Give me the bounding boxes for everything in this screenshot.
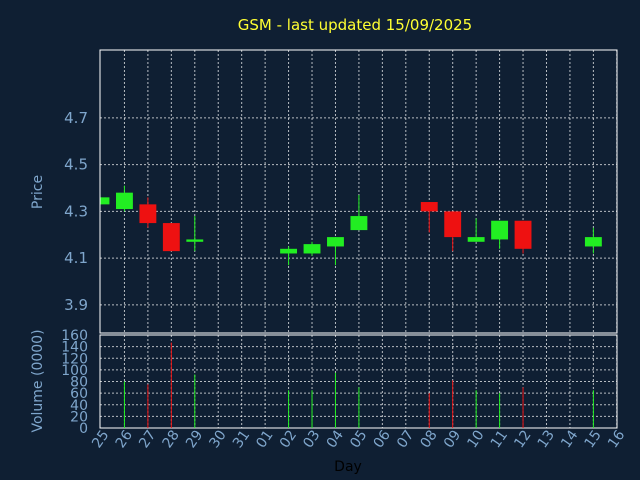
x-tick-label: 15 xyxy=(582,427,605,451)
volume-tick-label: 40 xyxy=(70,398,88,414)
x-tick-label: 28 xyxy=(160,427,183,451)
x-tick-label: 31 xyxy=(230,427,253,451)
x-tick-label: 07 xyxy=(394,427,417,451)
volume-tick-label: 20 xyxy=(70,409,88,425)
candle-body xyxy=(186,239,204,242)
volume-tick-label: 140 xyxy=(61,340,88,356)
x-tick-label: 14 xyxy=(558,427,581,451)
candle-body xyxy=(584,237,602,247)
x-tick-labels: 25 26 27 28 29 30 31 01 02 03 04 05 06 07 08 09 10 11 12 13… xyxy=(89,427,628,451)
price-tick-label: 4.7 xyxy=(64,109,88,127)
volume-tick-label: 60 xyxy=(70,386,88,402)
price-tick-label: 4.3 xyxy=(64,202,88,220)
candle-body xyxy=(139,204,157,224)
x-tick-label: 03 xyxy=(300,427,323,451)
x-tick-label: 05 xyxy=(347,427,370,451)
volume-tick-label: 120 xyxy=(61,351,88,367)
candle-body xyxy=(280,248,298,254)
x-tick-label: 13 xyxy=(535,427,558,451)
candle-body xyxy=(514,220,532,249)
x-tick-label: 02 xyxy=(277,427,300,451)
x-tick-label: 06 xyxy=(371,427,394,451)
volume-tick-label: 160 xyxy=(61,328,88,344)
x-tick-label: 08 xyxy=(417,427,440,451)
candle-body xyxy=(116,192,133,210)
candle-body xyxy=(327,237,344,247)
x-tick-label: 12 xyxy=(511,427,534,451)
x-tick-label: 16 xyxy=(605,427,628,451)
candle-body xyxy=(491,220,509,240)
price-panel: 3.9 4.1 4.3 4.5 4.7 xyxy=(64,49,618,334)
price-axis-label: Price xyxy=(30,175,46,209)
x-axis-label: Day xyxy=(334,459,362,475)
x-tick-label: 25 xyxy=(89,427,112,451)
volume-tick-label: 80 xyxy=(70,375,88,391)
price-tick-label: 4.5 xyxy=(64,156,88,174)
x-tick-label: 29 xyxy=(183,427,206,451)
price-tick-label: 4.1 xyxy=(64,249,88,267)
price-tick-label: 3.9 xyxy=(64,296,88,314)
candle-body xyxy=(303,244,321,254)
candle-body xyxy=(350,216,368,231)
candle-body xyxy=(101,197,110,205)
candle-body xyxy=(162,223,180,252)
volume-tick-label: 100 xyxy=(61,363,88,379)
x-tick-label: 26 xyxy=(113,427,136,451)
x-tick-label: 09 xyxy=(441,427,464,451)
x-tick-label: 01 xyxy=(253,427,276,451)
candle-body xyxy=(467,237,485,242)
x-tick-label: 11 xyxy=(488,427,511,451)
x-tick-label: 10 xyxy=(464,427,487,451)
candle-body xyxy=(420,202,438,212)
candle-body xyxy=(444,211,462,238)
x-tick-label: 27 xyxy=(136,427,159,451)
volume-axis-label: Volume (0000) xyxy=(30,329,46,432)
x-tick-label: 30 xyxy=(206,427,229,451)
x-tick-label: 04 xyxy=(324,427,347,451)
chart-title: GSM - last updated 15/09/2025 xyxy=(238,16,472,34)
volume-tick-label: 0 xyxy=(79,421,88,437)
